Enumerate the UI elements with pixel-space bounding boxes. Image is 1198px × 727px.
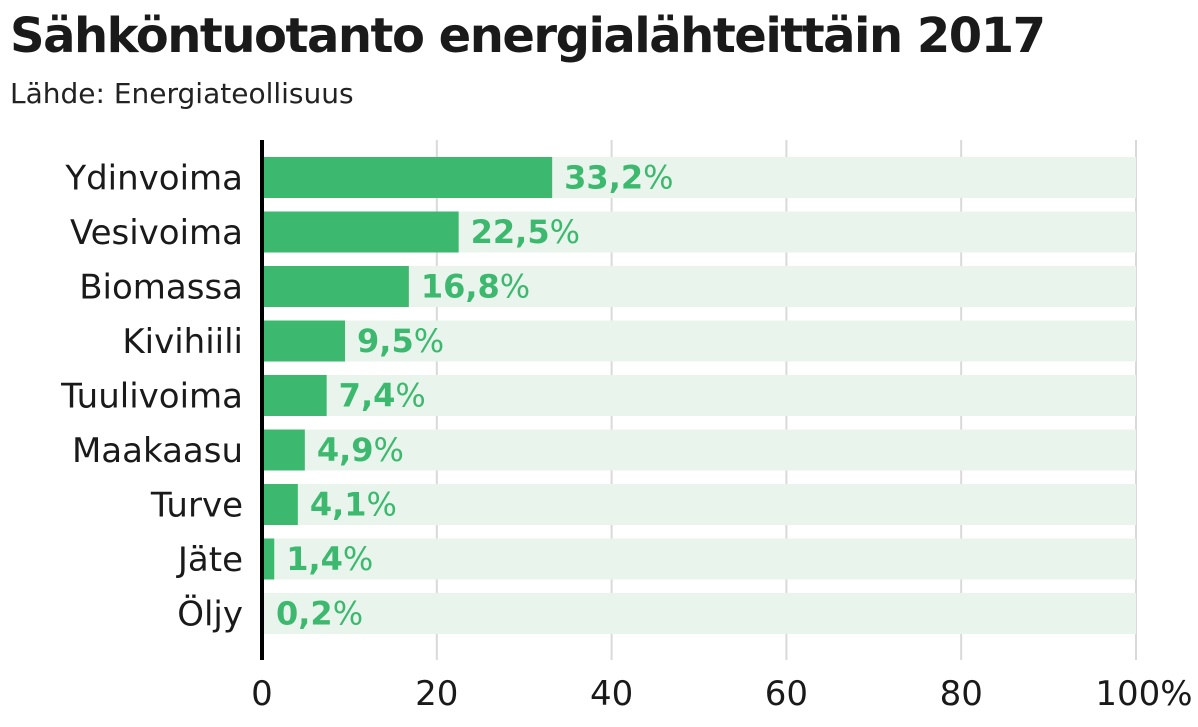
x-tick-label: 60: [765, 674, 808, 714]
bar: [262, 320, 346, 362]
value-label: 4,9%: [317, 431, 404, 469]
category-label: Jäte: [176, 540, 243, 580]
value-label: 9,5%: [357, 322, 444, 360]
bar: [262, 157, 553, 198]
chart-title: Sähköntuotanto energialähteittäin 2017: [10, 8, 1046, 64]
category-label: Maakaasu: [72, 431, 243, 471]
category-labels: Ydinvoima Vesivoima Biomassa Kivihiili Tuuli…: [60, 159, 243, 635]
bar-track: [262, 320, 1136, 362]
bar-track: [262, 538, 1136, 580]
category-label: Öljy: [177, 594, 243, 635]
bar-track: [262, 375, 1136, 416]
bar-track: [262, 593, 1136, 634]
x-tick-label: 100%: [1095, 674, 1192, 714]
x-axis-tick-labels: 0 20 40 60 80 100%: [251, 674, 1192, 714]
category-label: Turve: [150, 486, 243, 526]
value-label: 4,1%: [310, 486, 397, 524]
bar: [262, 538, 275, 580]
chart-subtitle: Lähde: Energiateollisuus: [10, 77, 354, 110]
value-label: 22,5%: [471, 213, 580, 251]
category-label: Kivihiili: [122, 322, 243, 362]
value-labels: 33,2% 22,5% 16,8% 9,5% 7,4% 4,9% 4,1% 1,4% 0,2%: [276, 159, 674, 633]
value-label: 16,8%: [421, 268, 530, 306]
x-tick-label: 80: [940, 674, 983, 714]
value-label: 7,4%: [339, 377, 426, 415]
bar: [262, 266, 409, 307]
value-label: 1,4%: [286, 540, 373, 578]
category-label: Tuulivoima: [60, 377, 243, 417]
bar: [262, 484, 298, 525]
bar: [262, 429, 305, 471]
x-tick-label: 40: [590, 674, 633, 714]
bar-track: [262, 484, 1136, 525]
category-label: Vesivoima: [70, 213, 243, 253]
value-label: 0,2%: [276, 595, 363, 633]
bar: [262, 211, 459, 253]
x-tick-label: 20: [415, 674, 458, 714]
category-label: Biomassa: [79, 268, 243, 308]
bar: [262, 375, 327, 416]
x-tick-label: 0: [251, 674, 273, 714]
value-label: 33,2%: [564, 159, 673, 197]
bar-track: [262, 429, 1136, 471]
bars: [262, 157, 553, 634]
category-label: Ydinvoima: [64, 159, 243, 199]
